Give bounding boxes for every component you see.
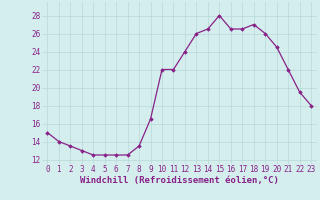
X-axis label: Windchill (Refroidissement éolien,°C): Windchill (Refroidissement éolien,°C): [80, 176, 279, 185]
